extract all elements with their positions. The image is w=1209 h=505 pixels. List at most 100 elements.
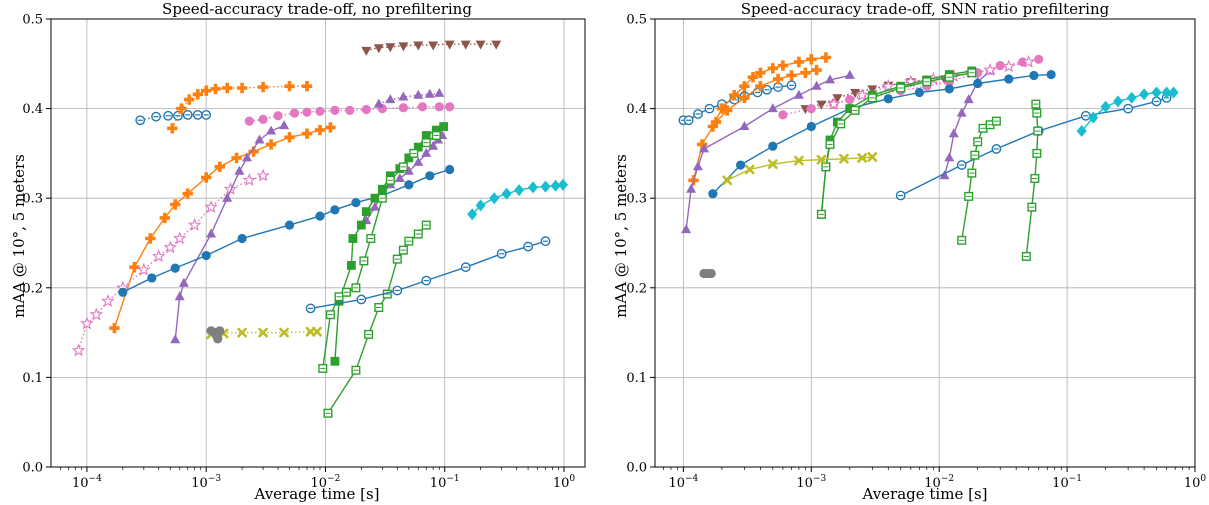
data-point xyxy=(939,170,950,180)
data-point xyxy=(1080,110,1091,121)
data-point-stroke-b xyxy=(237,327,247,338)
data-point xyxy=(956,160,967,170)
data-point xyxy=(369,201,380,211)
data-point xyxy=(825,74,835,84)
data-point xyxy=(425,171,435,181)
data-point xyxy=(248,146,259,157)
data-point xyxy=(101,294,115,308)
data-point xyxy=(385,43,396,53)
data-point xyxy=(89,307,104,321)
axes-frame xyxy=(654,18,1196,468)
data-point xyxy=(710,116,722,128)
data-point xyxy=(392,285,403,296)
data-point xyxy=(348,234,358,243)
data-point-stroke-b xyxy=(867,152,878,162)
data-point xyxy=(558,178,568,191)
data-point xyxy=(289,108,300,118)
data-point xyxy=(178,277,189,287)
data-point xyxy=(417,102,428,112)
y-ticks: 0.0 0.1 0.2 0.3 0.4 0.5 xyxy=(22,13,51,476)
data-point xyxy=(373,44,384,54)
data-point xyxy=(192,109,203,120)
y-ticks: 0.0 0.1 0.2 0.3 0.4 0.5 xyxy=(626,13,655,476)
data-point xyxy=(806,54,817,65)
data-point xyxy=(768,141,778,151)
data-point xyxy=(706,268,716,279)
data-point xyxy=(258,114,268,124)
data-point xyxy=(767,159,778,170)
series-line xyxy=(174,124,285,340)
series-cyan-diamonds xyxy=(1076,86,1179,137)
x-ticks: 10−4 10−3 10−2 10−1 100 xyxy=(663,467,1206,491)
data-point xyxy=(413,156,424,166)
data-point xyxy=(970,150,980,160)
data-point xyxy=(867,152,878,162)
chart-right-xlabel: Average time [s] xyxy=(861,485,987,503)
y-tick-label: 0.4 xyxy=(626,102,647,117)
data-point xyxy=(460,40,471,50)
data-point xyxy=(850,89,861,98)
data-point xyxy=(1168,86,1179,99)
data-point-stroke-b xyxy=(722,175,733,186)
data-point xyxy=(777,60,789,71)
data-point xyxy=(184,94,195,105)
data-point xyxy=(398,245,408,255)
series-orange-plus-1 xyxy=(167,81,313,134)
data-point xyxy=(786,70,797,81)
data-point xyxy=(301,81,313,92)
y-tick-label: 0.2 xyxy=(626,281,647,296)
data-point xyxy=(867,85,878,95)
data-point xyxy=(135,115,146,126)
data-point xyxy=(1002,59,1016,73)
data-point xyxy=(489,192,500,205)
data-point xyxy=(739,81,750,92)
data-point xyxy=(786,80,797,91)
x-tick-label: 10−1 xyxy=(1052,474,1082,491)
data-point xyxy=(174,291,185,301)
data-point xyxy=(159,212,170,224)
data-point xyxy=(377,193,387,203)
data-point xyxy=(1004,74,1014,84)
data-point xyxy=(708,189,718,199)
data-point xyxy=(683,115,694,126)
data-point xyxy=(747,72,759,83)
chart-left-plot: 10−4 10−3 10−2 10−1 100 0.0 0.1 0.2 0.3 0.4 0.5 xyxy=(22,13,586,491)
data-point xyxy=(356,294,367,305)
data-point-stroke-b xyxy=(839,153,849,164)
data-point xyxy=(421,275,432,286)
y-tick-label: 0.0 xyxy=(626,461,647,476)
data-point xyxy=(325,122,336,133)
data-point xyxy=(540,236,551,247)
data-point xyxy=(341,287,351,297)
data-point xyxy=(258,327,268,338)
data-point xyxy=(1123,103,1134,114)
series-orange-plus-2 xyxy=(710,64,822,128)
data-point xyxy=(151,249,166,263)
x-tick-label: 10−1 xyxy=(430,474,460,491)
data-point xyxy=(279,327,289,338)
x-tick-label: 10−4 xyxy=(668,474,698,491)
data-point xyxy=(170,334,181,344)
data-point xyxy=(944,84,954,94)
data-point xyxy=(755,81,766,92)
data-point xyxy=(351,198,361,208)
data-point xyxy=(681,224,692,234)
data-point xyxy=(816,154,827,165)
data-point xyxy=(793,155,804,166)
data-point xyxy=(385,94,396,104)
data-point xyxy=(729,90,740,101)
data-point xyxy=(334,292,344,302)
data-point xyxy=(914,87,924,98)
y-tick-label: 0.5 xyxy=(22,13,43,28)
data-point xyxy=(973,137,983,147)
data-point xyxy=(373,98,384,108)
data-point xyxy=(528,181,538,194)
data-point xyxy=(867,93,877,103)
data-point xyxy=(844,69,855,79)
data-point xyxy=(973,78,983,89)
data-point xyxy=(374,303,384,313)
data-point xyxy=(204,200,218,213)
data-point xyxy=(265,139,277,150)
data-point xyxy=(806,121,816,132)
